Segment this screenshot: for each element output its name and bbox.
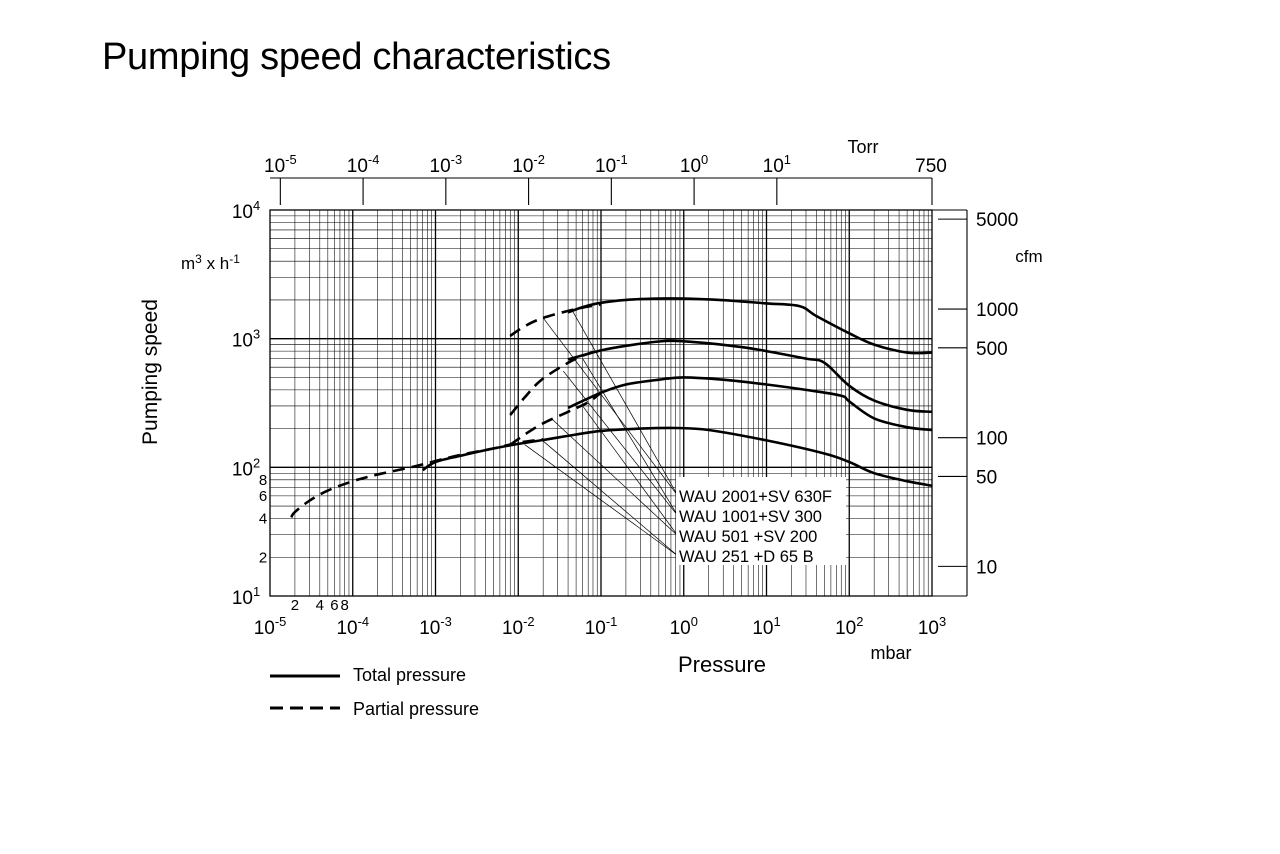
top-tick-label: 750 xyxy=(915,156,947,177)
right-tick-label: 50 xyxy=(976,467,997,488)
y-minor-tick-label: 6 xyxy=(259,488,267,505)
leader-line xyxy=(524,444,679,557)
x-minor-tick-label: 4 xyxy=(316,597,324,614)
x-minor-tick-label: 8 xyxy=(341,597,349,614)
y-axis: 101 102 103 104 2 4 68 xyxy=(232,198,267,609)
page-title: Pumping speed characteristics xyxy=(102,36,611,78)
top-tick-label: 10-2 xyxy=(512,152,545,177)
leader-line xyxy=(562,370,679,517)
y-minor-tick-label: 8 xyxy=(259,472,267,489)
series-line-wau-2001-sv-630f-dashed xyxy=(509,303,602,337)
legend-label-partial: Partial pressure xyxy=(353,699,479,719)
right-tick-label: 1000 xyxy=(976,300,1018,321)
series-line-wau-2001-sv-630f-solid xyxy=(567,297,933,355)
top-tick-label: 10-3 xyxy=(430,152,463,177)
y-axis-unit: m3 x h-1 xyxy=(181,252,240,273)
leader-line xyxy=(542,440,679,557)
top-tick-label: 101 xyxy=(763,152,791,177)
x-tick-label: 103 xyxy=(918,614,946,639)
top-tick-label: 100 xyxy=(680,152,708,177)
right-axis-label: cfm xyxy=(1015,247,1042,266)
right-tick-label: 5000 xyxy=(976,210,1018,231)
series-line-wau-501-sv-200-solid xyxy=(567,376,933,432)
y-axis-label: Pumping speed xyxy=(139,299,162,445)
y-tick-label: 102 xyxy=(232,455,260,480)
annotation-wau-1001-sv-300: WAU 1001+SV 300 xyxy=(679,508,822,526)
y-tick-label: 103 xyxy=(232,327,260,352)
series-line-wau-251-d-65-b-solid xyxy=(421,426,933,487)
right-axis-cfm: 5000 1000 500 100 50 10 xyxy=(932,209,1018,597)
annotation-wau-251-d-65-b: WAU 251 +D 65 B xyxy=(679,548,814,566)
x-tick-label: 10-4 xyxy=(336,614,369,639)
annotation-wau-501-sv-200: WAU 501 +SV 200 xyxy=(679,528,817,546)
top-tick-label: 10-5 xyxy=(264,152,297,177)
plot-frame xyxy=(269,209,933,597)
x-tick-label: 102 xyxy=(835,614,863,639)
leader-line xyxy=(571,310,679,497)
top-axis-torr: 10-5 10-4 10-3 10-2 10-1 100 101 750 xyxy=(264,152,947,205)
y-minor-tick-label: 2 xyxy=(259,549,267,566)
x-minor-tick-label: 2 xyxy=(291,597,299,614)
grid xyxy=(270,210,932,596)
right-tick-label: 10 xyxy=(976,557,997,578)
series-line-wau-251-d-65-b-dashed xyxy=(290,438,544,518)
annotation-backdrop xyxy=(676,477,846,565)
x-tick-label: 10-5 xyxy=(254,614,287,639)
x-tick-label: 10-3 xyxy=(419,614,452,639)
y-minor-tick-label: 4 xyxy=(259,511,267,528)
series-annotations: WAU 2001+SV 630F WAU 1001+SV 300 WAU 501 +… xyxy=(679,488,832,566)
y-tick-label: 101 xyxy=(232,584,260,609)
x-tick-label: 10-1 xyxy=(585,614,618,639)
right-tick-label: 500 xyxy=(976,339,1008,360)
x-axis: 10-5 10-4 10-3 10-2 10-1 100 101 102 103 2 4 6 8 xyxy=(254,597,946,639)
x-axis-unit: mbar xyxy=(870,643,911,663)
x-tick-label: 10-2 xyxy=(502,614,535,639)
series-line-wau-1001-sv-300-dashed xyxy=(509,348,602,416)
leader-lines xyxy=(524,310,679,557)
x-axis-label: Pressure xyxy=(678,652,766,677)
right-tick-label: 100 xyxy=(976,429,1008,450)
x-minor-tick-label: 6 xyxy=(330,597,338,614)
x-tick-label: 101 xyxy=(752,614,780,639)
leader-line xyxy=(542,317,679,497)
top-axis-label: Torr xyxy=(848,137,879,157)
leader-line xyxy=(582,405,679,537)
y-tick-label: 104 xyxy=(232,198,260,223)
leader-line xyxy=(550,418,679,537)
x-tick-label: 100 xyxy=(670,614,698,639)
legend-label-total: Total pressure xyxy=(353,665,466,685)
series-line-wau-1001-sv-300-solid xyxy=(567,339,933,414)
series-group xyxy=(290,297,933,518)
top-tick-label: 10-4 xyxy=(347,152,380,177)
top-tick-label: 10-1 xyxy=(595,152,628,177)
annotation-wau-2001-sv-630f: WAU 2001+SV 630F xyxy=(679,488,832,506)
legend: Total pressure Partial pressure xyxy=(270,665,479,719)
leader-line xyxy=(582,358,679,517)
